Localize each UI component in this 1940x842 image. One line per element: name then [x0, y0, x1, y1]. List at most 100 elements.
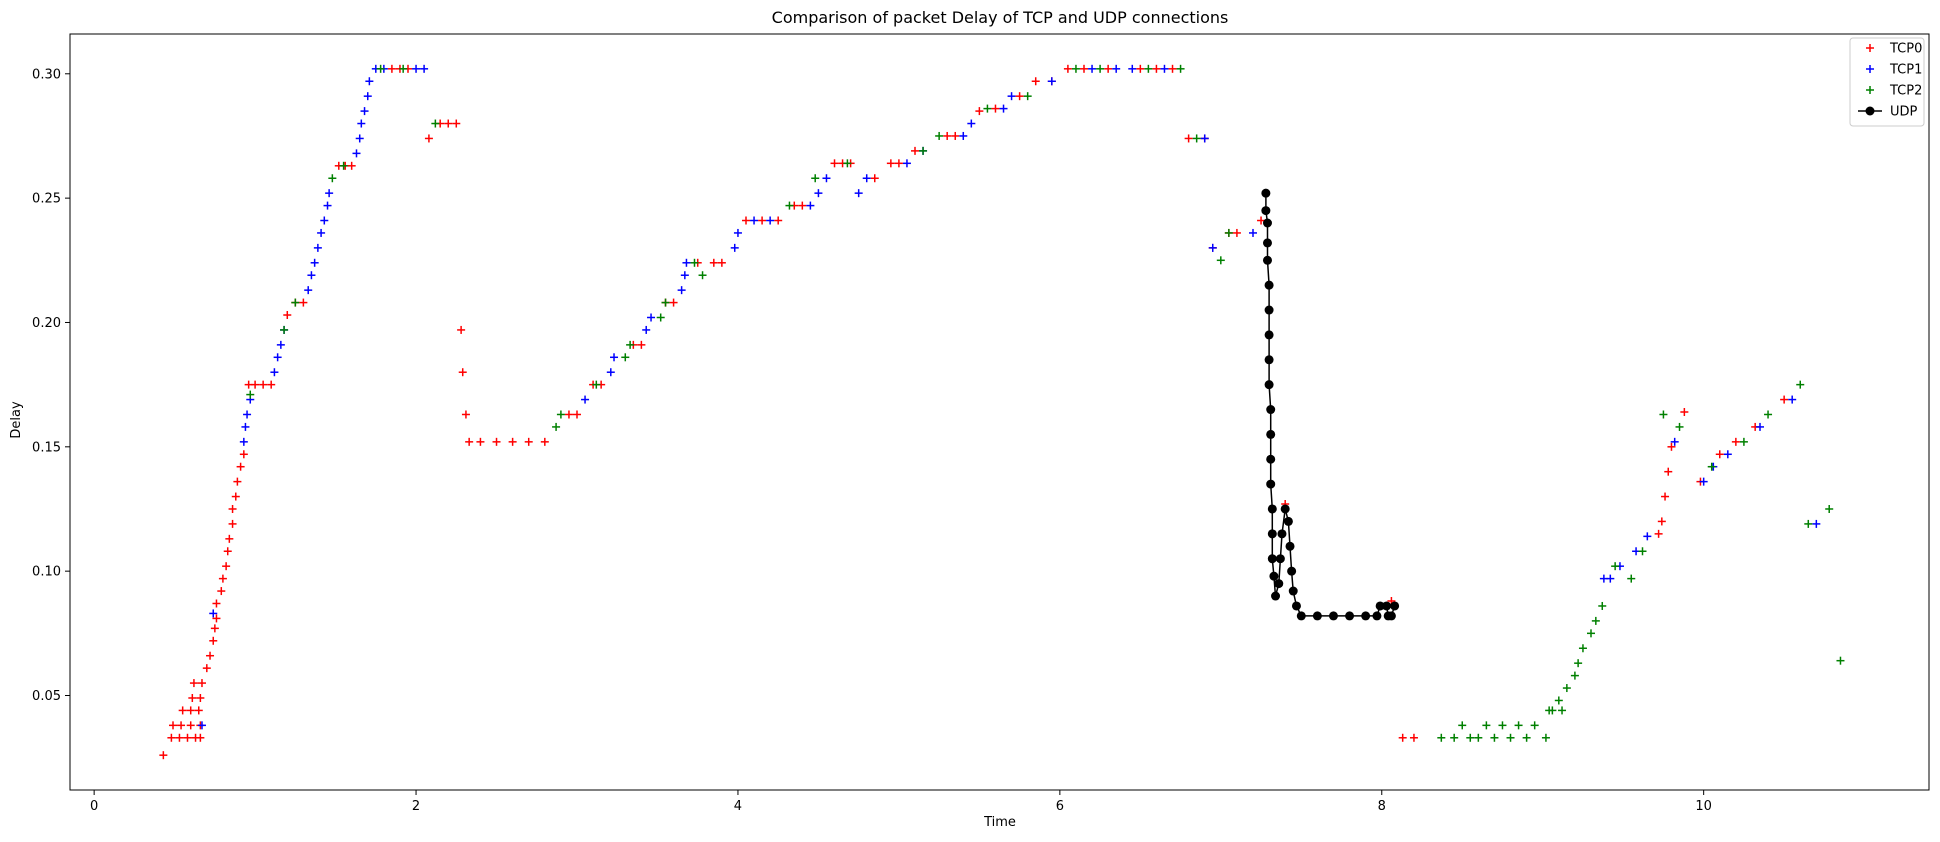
- tcp2-point: [1466, 733, 1475, 742]
- legend-marker: [1866, 65, 1874, 73]
- legend-marker: [1866, 44, 1874, 52]
- tcp1-point: [862, 174, 871, 183]
- tcp1-point: [1643, 532, 1652, 541]
- tcp0-point: [1731, 437, 1740, 446]
- tcp1-point: [1723, 450, 1732, 459]
- udp-point: [1266, 405, 1276, 415]
- x-tick-label: 2: [412, 799, 420, 814]
- tcp0-point: [669, 298, 678, 307]
- tcp0-point: [774, 216, 783, 225]
- tcp1-point: [317, 228, 326, 237]
- tcp0-point: [452, 119, 461, 128]
- tcp0-point: [564, 410, 573, 419]
- tcp0-point: [465, 437, 474, 446]
- tcp2-point: [1764, 410, 1773, 419]
- tcp2-point: [1490, 733, 1499, 742]
- tcp1-point: [352, 149, 361, 158]
- tcp1-point: [325, 189, 334, 198]
- tcp2-point: [1598, 601, 1607, 610]
- tcp0-point: [458, 368, 467, 377]
- tcp1-point: [307, 271, 316, 280]
- tcp0-point: [159, 751, 168, 760]
- x-tick-label: 10: [1695, 799, 1712, 814]
- udp-point: [1266, 479, 1276, 489]
- tcp2-point: [431, 119, 440, 128]
- tcp2-point: [1450, 733, 1459, 742]
- tcp1-point: [642, 325, 651, 334]
- tcp1-point: [959, 131, 968, 140]
- tcp0-point: [1257, 216, 1266, 225]
- tcp0-point: [177, 721, 186, 730]
- tcp1-point: [1788, 395, 1797, 404]
- tcp1-point: [682, 258, 691, 267]
- tcp1-point: [239, 437, 248, 446]
- tcp2-point: [1587, 629, 1595, 638]
- legend-label-tcp2: TCP2: [1889, 84, 1922, 99]
- tcp0-point: [798, 201, 807, 210]
- udp-point: [1285, 541, 1295, 551]
- tcp2-point: [1437, 733, 1446, 742]
- udp-point: [1274, 579, 1284, 589]
- tcp0-point: [1136, 64, 1145, 73]
- tcp2-point: [1541, 733, 1550, 742]
- tcp2-point: [1216, 256, 1225, 265]
- udp-point: [1264, 380, 1274, 390]
- tcp1-point: [1606, 574, 1615, 583]
- tcp0-point: [183, 733, 192, 742]
- tcp0-point: [1184, 134, 1193, 143]
- udp-point: [1264, 280, 1274, 290]
- tcp0-point: [540, 437, 549, 446]
- tcp2-point: [1224, 228, 1233, 237]
- tcp1-point: [766, 216, 775, 225]
- udp-point: [1264, 330, 1274, 340]
- tcp1-point: [750, 216, 759, 225]
- legend-box: [1849, 37, 1925, 127]
- tcp2-point: [1836, 656, 1845, 665]
- udp-point: [1262, 238, 1272, 248]
- udp-point: [1375, 601, 1385, 611]
- tcp1-point: [1756, 422, 1764, 431]
- tcp2-point: [1514, 721, 1523, 730]
- y-tick-label: 0.20: [32, 316, 61, 331]
- tcp1-point: [581, 395, 590, 404]
- tcp1-point: [420, 64, 429, 73]
- tcp0-point: [222, 562, 231, 571]
- tcp2-point: [919, 146, 928, 155]
- y-tick-label: 0.10: [32, 565, 61, 580]
- tcp1-point: [680, 271, 689, 280]
- tcp0-point: [742, 216, 750, 225]
- tcp0-point: [212, 614, 221, 623]
- udp-point: [1390, 601, 1400, 611]
- tcp0-point: [217, 587, 226, 596]
- tcp0-point: [524, 437, 533, 446]
- tcp0-point: [943, 131, 952, 140]
- tcp0-point: [1398, 733, 1407, 742]
- tcp0-point: [225, 534, 234, 543]
- tcp0-point: [212, 599, 221, 608]
- udp-point: [1361, 611, 1371, 621]
- tcp0-point: [210, 624, 219, 633]
- tcp1-point: [1007, 92, 1016, 101]
- tcp1-point: [854, 189, 863, 198]
- udp-point: [1345, 611, 1355, 621]
- udp-point: [1267, 504, 1277, 514]
- tcp0-point: [758, 216, 767, 225]
- tcp0-point: [197, 679, 206, 688]
- y-axis: 0.05 0.10 0.15 0.20 0.25 0.30: [32, 67, 70, 704]
- tcp1-point: [1670, 437, 1679, 446]
- tcp2-point: [1574, 659, 1583, 668]
- y-tick-label: 0.05: [32, 689, 61, 704]
- tcp0-point: [1664, 467, 1673, 476]
- tcp0-point: [457, 325, 466, 334]
- y-tick-label: 0.15: [32, 440, 61, 455]
- tcp0-point: [233, 477, 242, 486]
- chart-title: Comparison of packet Delay of TCP and UD…: [772, 8, 1229, 27]
- tcp1-point: [320, 216, 329, 225]
- legend-marker: [1865, 106, 1875, 116]
- tcp0-point: [830, 159, 839, 168]
- tcp2-point: [1570, 671, 1579, 680]
- tcp0-point: [169, 721, 178, 730]
- tcp1-point: [1699, 477, 1708, 486]
- udp-point: [1288, 586, 1298, 596]
- tcp1-point: [647, 313, 656, 322]
